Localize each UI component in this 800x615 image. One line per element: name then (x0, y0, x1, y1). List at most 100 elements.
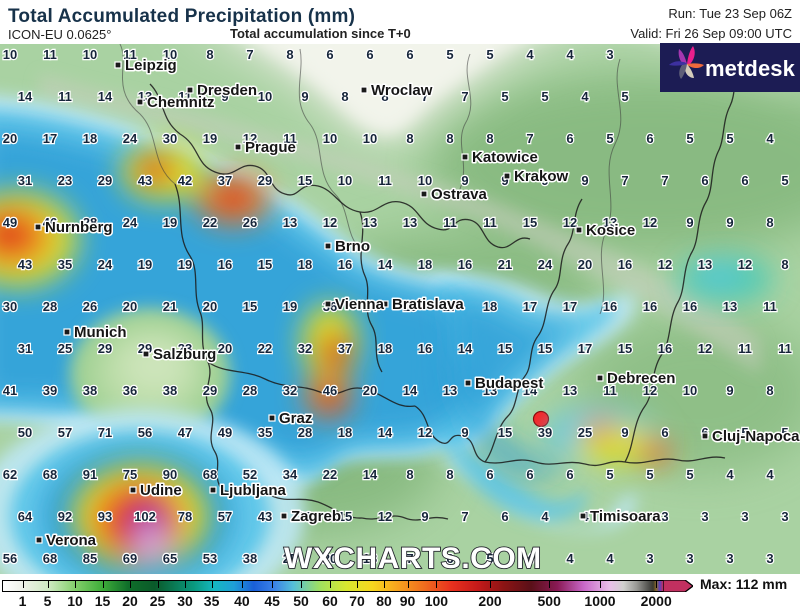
svg-text:4: 4 (566, 47, 574, 62)
svg-text:69: 69 (123, 551, 137, 566)
svg-text:4: 4 (766, 467, 774, 482)
svg-text:39: 39 (538, 425, 552, 440)
svg-text:62: 62 (3, 467, 17, 482)
svg-text:75: 75 (123, 467, 137, 482)
svg-text:Salzburg: Salzburg (153, 346, 216, 363)
svg-text:5: 5 (606, 131, 613, 146)
svg-text:12: 12 (643, 215, 657, 230)
svg-text:15: 15 (243, 299, 257, 314)
svg-text:7: 7 (526, 131, 533, 146)
svg-text:17: 17 (43, 131, 57, 146)
svg-text:11: 11 (778, 341, 792, 356)
svg-text:Udine: Udine (140, 482, 182, 499)
svg-text:57: 57 (218, 509, 232, 524)
svg-text:29: 29 (258, 173, 272, 188)
svg-text:6: 6 (526, 467, 533, 482)
svg-text:16: 16 (618, 257, 632, 272)
svg-text:13: 13 (283, 215, 297, 230)
svg-text:29: 29 (98, 341, 112, 356)
svg-text:14: 14 (403, 383, 418, 398)
svg-text:29: 29 (98, 173, 112, 188)
svg-text:17: 17 (578, 341, 592, 356)
svg-text:6: 6 (646, 131, 653, 146)
svg-text:16: 16 (643, 299, 657, 314)
svg-text:11: 11 (378, 173, 392, 188)
svg-text:8: 8 (766, 383, 773, 398)
svg-text:11: 11 (43, 47, 57, 62)
svg-text:46: 46 (323, 383, 337, 398)
svg-text:14: 14 (98, 89, 113, 104)
svg-text:8: 8 (286, 47, 293, 62)
svg-text:17: 17 (563, 299, 577, 314)
svg-text:Brno: Brno (335, 238, 370, 255)
svg-text:5: 5 (606, 467, 613, 482)
svg-text:3: 3 (606, 47, 613, 62)
svg-text:Graz: Graz (279, 410, 312, 427)
svg-text:Kosice: Kosice (586, 222, 635, 239)
svg-text:6: 6 (366, 47, 373, 62)
svg-text:42: 42 (178, 173, 192, 188)
svg-text:6: 6 (406, 47, 413, 62)
svg-text:5: 5 (781, 173, 788, 188)
svg-text:9: 9 (421, 509, 428, 524)
svg-text:38: 38 (243, 551, 257, 566)
svg-text:22: 22 (323, 467, 337, 482)
svg-text:13: 13 (363, 215, 377, 230)
svg-text:6: 6 (741, 173, 748, 188)
svg-text:Nurnberg: Nurnberg (45, 219, 113, 236)
svg-text:3: 3 (726, 551, 733, 566)
svg-text:15: 15 (498, 341, 512, 356)
svg-text:28: 28 (298, 425, 312, 440)
svg-text:4: 4 (766, 131, 774, 146)
svg-text:16: 16 (338, 257, 352, 272)
svg-text:18: 18 (83, 131, 97, 146)
svg-text:20: 20 (123, 299, 137, 314)
svg-text:5: 5 (501, 89, 508, 104)
svg-text:71: 71 (98, 425, 112, 440)
svg-text:7: 7 (246, 47, 253, 62)
svg-text:11: 11 (443, 215, 457, 230)
svg-text:43: 43 (138, 173, 152, 188)
svg-text:12: 12 (323, 215, 337, 230)
svg-text:11: 11 (483, 215, 497, 230)
svg-text:13: 13 (403, 215, 417, 230)
svg-text:64: 64 (18, 509, 33, 524)
svg-text:10: 10 (323, 131, 337, 146)
svg-text:10: 10 (3, 47, 17, 62)
svg-text:24: 24 (538, 257, 553, 272)
svg-text:3: 3 (741, 509, 748, 524)
svg-text:10: 10 (683, 383, 697, 398)
svg-text:92: 92 (58, 509, 72, 524)
svg-text:24: 24 (123, 131, 138, 146)
svg-text:9: 9 (581, 173, 588, 188)
svg-text:37: 37 (338, 341, 352, 356)
svg-text:5: 5 (621, 89, 628, 104)
svg-text:16: 16 (683, 299, 697, 314)
svg-text:6: 6 (501, 509, 508, 524)
svg-text:37: 37 (218, 173, 232, 188)
svg-text:14: 14 (363, 467, 378, 482)
svg-text:Vienna: Vienna (335, 296, 385, 313)
svg-text:31: 31 (18, 173, 32, 188)
svg-text:Ostrava: Ostrava (431, 186, 488, 203)
svg-text:8: 8 (446, 131, 453, 146)
svg-text:5: 5 (541, 89, 548, 104)
svg-text:26: 26 (83, 299, 97, 314)
svg-text:18: 18 (418, 257, 432, 272)
svg-text:32: 32 (283, 383, 297, 398)
svg-text:10: 10 (338, 173, 352, 188)
svg-text:18: 18 (298, 257, 312, 272)
svg-text:21: 21 (498, 257, 512, 272)
svg-text:56: 56 (3, 551, 17, 566)
svg-text:9: 9 (686, 215, 693, 230)
svg-text:Cluj-Napoca: Cluj-Napoca (712, 428, 800, 445)
svg-text:3: 3 (781, 509, 788, 524)
svg-text:9: 9 (726, 215, 733, 230)
svg-text:5: 5 (486, 47, 493, 62)
svg-text:6: 6 (566, 131, 573, 146)
svg-text:6: 6 (661, 425, 668, 440)
svg-text:8: 8 (486, 131, 493, 146)
svg-text:4: 4 (581, 89, 589, 104)
svg-text:39: 39 (43, 383, 57, 398)
svg-text:8: 8 (446, 467, 453, 482)
